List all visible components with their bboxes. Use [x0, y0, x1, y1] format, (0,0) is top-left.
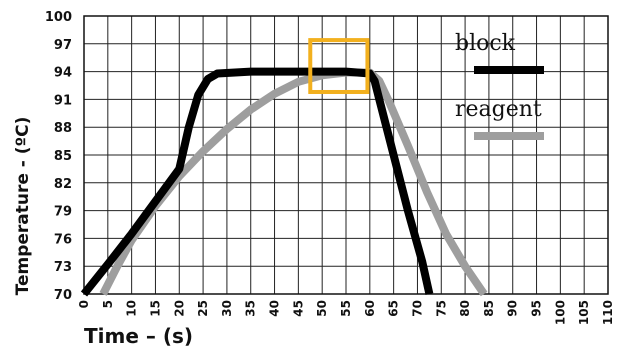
- x-tick-label: 60: [363, 300, 377, 317]
- x-tick-label: 85: [482, 300, 496, 317]
- x-tick-label: 0: [77, 300, 91, 308]
- x-axis-title: Time – (s): [84, 324, 193, 348]
- x-tick-label: 40: [268, 300, 282, 317]
- annotation-layer: [308, 38, 370, 94]
- x-tick-label: 50: [315, 300, 329, 317]
- x-tick-label: 20: [172, 300, 186, 317]
- y-tick-label: 85: [54, 149, 72, 164]
- y-tick-label: 79: [54, 205, 72, 220]
- x-tick-label: 90: [506, 300, 520, 317]
- plot-frame: [83, 15, 609, 295]
- y-tick-label: 94: [54, 66, 72, 81]
- y-tick-label: 76: [54, 232, 72, 247]
- y-tick-label: 88: [54, 121, 72, 136]
- x-tick-label: 35: [244, 300, 258, 317]
- x-tick-label: 15: [148, 300, 162, 317]
- x-tick-label: 25: [196, 300, 210, 317]
- x-tick-label: 75: [434, 300, 448, 317]
- x-tick-label: 65: [387, 300, 401, 317]
- x-tick-labels: 0 5 10 15 20 25 30 35 40 45 50 55 60 65 70 75 80 85 90 95 10…: [77, 300, 615, 325]
- y-tick-label: 70: [54, 288, 72, 303]
- legend-label-block: block: [455, 31, 516, 56]
- legend: block reagent: [455, 31, 544, 140]
- grid: [83, 15, 609, 295]
- y-tick-label: 73: [54, 260, 72, 275]
- y-tick-label: 97: [54, 38, 72, 53]
- y-tick-label: 91: [54, 93, 72, 108]
- x-tick-label: 105: [577, 300, 591, 325]
- x-tick-label: 55: [339, 300, 353, 317]
- x-tick-label: 110: [601, 300, 615, 325]
- x-tick-label: 70: [410, 300, 424, 317]
- y-tick-labels: 70 73 76 79 82 85 88 91 94 97 100: [45, 10, 72, 303]
- x-tick-label: 100: [553, 300, 567, 325]
- x-tick-label: 5: [101, 300, 115, 308]
- x-tick-label: 10: [125, 300, 139, 317]
- y-tick-label: 100: [45, 10, 72, 25]
- series-line-block: [80, 67, 434, 297]
- x-tick-label: 45: [291, 300, 305, 317]
- y-axis-title: Temperature - (ºC): [13, 117, 33, 296]
- highlight-box: [308, 38, 370, 94]
- y-tick-label: 82: [54, 177, 72, 192]
- x-tick-label: 80: [458, 300, 472, 317]
- legend-label-reagent: reagent: [455, 97, 542, 122]
- x-tick-label: 95: [530, 300, 544, 317]
- x-tick-label: 30: [220, 300, 234, 317]
